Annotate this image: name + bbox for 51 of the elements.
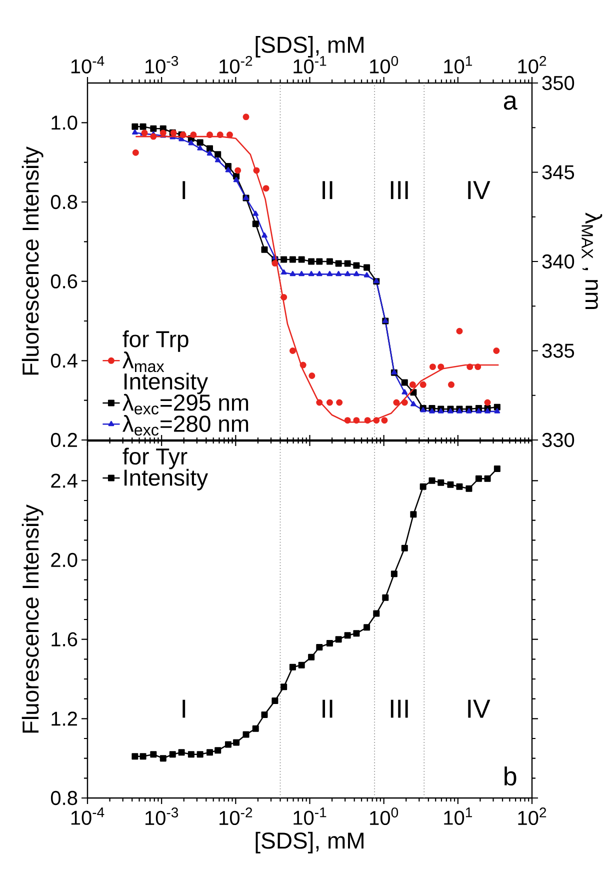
x-tick-label: 10$^{2}$ bbox=[518, 808, 546, 826]
annotation: III bbox=[390, 181, 408, 200]
annotation: II bbox=[322, 181, 332, 200]
x-tick-label: 10$^{0}$ bbox=[370, 808, 398, 826]
legend-label: λ$_{max}$ bbox=[122, 352, 164, 372]
annotation: IV bbox=[468, 181, 490, 200]
x-tick-label: 10$^{-4}$ bbox=[71, 808, 104, 825]
y-tick-label: 0.6 bbox=[50, 274, 78, 288]
y-tick-label: 1.2 bbox=[52, 712, 77, 726]
y2-tick-label: 335 bbox=[542, 344, 574, 358]
legend-title: for Tyr bbox=[122, 448, 188, 470]
x-tick-label: 10$^{1}$ bbox=[444, 56, 472, 74]
y-axis-title: Fluorescence Intensity bbox=[22, 146, 44, 375]
x-tick-label: 10$^{-3}$ bbox=[146, 808, 178, 826]
annotation: b bbox=[504, 766, 516, 786]
x-axis-title: [SDS], mM bbox=[256, 832, 364, 854]
y2-tick-label: 345 bbox=[542, 165, 574, 180]
x-tick-label: 10$^{-2}$ bbox=[220, 56, 252, 74]
x-tick-label: 10$^{1}$ bbox=[444, 808, 472, 825]
y-tick-label: 0.8 bbox=[50, 194, 78, 210]
x-axis-title: [SDS], mM bbox=[256, 36, 364, 58]
y2-tick-label: 330 bbox=[542, 432, 574, 448]
y-tick-label: 2.0 bbox=[51, 552, 78, 568]
annotation: a bbox=[504, 95, 518, 110]
annotation: II bbox=[322, 700, 332, 718]
annotation: III bbox=[390, 700, 408, 718]
legend-label: λ$_{exc}$=295 nm bbox=[122, 394, 248, 414]
x-tick-label: 10$^{-1}$ bbox=[294, 808, 326, 825]
x-tick-label: 10$^{-4}$ bbox=[71, 56, 104, 74]
x-tick-label: 10$^{-1}$ bbox=[294, 56, 326, 74]
y-tick-label: 1.0 bbox=[52, 116, 78, 130]
y-tick-label: 0.8 bbox=[50, 790, 78, 806]
y2-tick-label: 350 bbox=[542, 76, 574, 90]
y-tick-label: 2.4 bbox=[51, 474, 78, 488]
annotation: I bbox=[182, 181, 186, 200]
x-tick-label: 10$^{-2}$ bbox=[220, 808, 252, 826]
y2-tick-label: 340 bbox=[542, 254, 574, 269]
y-tick-label: 0.2 bbox=[50, 432, 77, 448]
legend-label: λ$_{exc}$=280 nm bbox=[122, 415, 248, 436]
y2-axis-title: λ$_{MAX}$ , nm bbox=[582, 212, 602, 309]
x-tick-label: 10$^{0}$ bbox=[370, 56, 398, 74]
y-tick-label: 0.4 bbox=[50, 354, 78, 368]
annotation: I bbox=[182, 700, 186, 718]
legend-label: Intensity bbox=[124, 468, 208, 490]
annotation: Intensity bbox=[124, 372, 208, 394]
x-tick-label: 10$^{-3}$ bbox=[146, 56, 178, 74]
annotation: IV bbox=[468, 700, 490, 718]
y-axis-title: Fluorescence Intensity bbox=[22, 504, 44, 733]
x-tick-label: 10$^{2}$ bbox=[518, 56, 546, 74]
legend-title: for Trp bbox=[122, 330, 188, 352]
y-tick-label: 1.6 bbox=[52, 632, 78, 646]
